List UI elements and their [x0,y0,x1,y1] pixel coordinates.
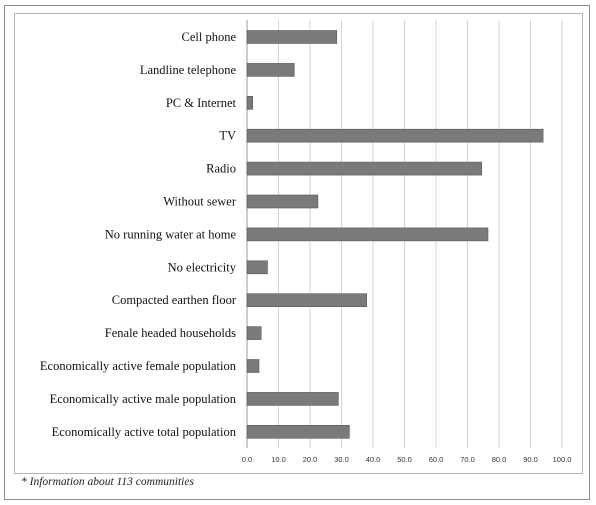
category-label: Economically active male population [50,392,237,406]
category-label: Compacted earthen floor [112,293,237,307]
bar [246,194,319,209]
x-tick-label: 40.0 [366,455,381,464]
x-tick-label: 90.0 [523,455,538,464]
category-label: TV [219,129,236,143]
category-label: No electricity [168,260,237,274]
x-tick-label: 50.0 [397,455,412,464]
category-label: Fenale headed households [105,326,236,340]
category-label: Economically active female population [40,359,237,373]
bar [246,424,350,439]
bar [246,96,253,110]
x-tick-label: 30.0 [334,455,349,464]
x-tick-label: 20.0 [303,455,318,464]
x-tick-label: 10.0 [271,455,286,464]
plot-area [14,13,583,474]
bar [246,63,295,77]
x-tick-label: 100.0 [553,455,572,464]
bar [246,392,339,406]
bar [246,128,544,143]
category-label: Radio [206,162,236,176]
category-label: No running water at home [105,227,237,241]
x-tick-label: 80.0 [492,455,507,464]
x-tick-label: 0.0 [242,455,252,464]
category-label: PC & Internet [166,96,237,110]
figure-frame [4,5,590,500]
bar [246,293,367,308]
bar [246,30,338,44]
x-tick-label: 70.0 [460,455,475,464]
bar [246,227,489,242]
footnote: * Information about 113 communities [21,476,194,488]
bar [246,161,482,176]
bar [246,326,262,340]
x-tick-label: 60.0 [429,455,444,464]
category-label: Landline telephone [140,63,237,77]
bar [246,359,260,373]
category-label: Cell phone [181,30,236,44]
category-label: Without sewer [163,195,237,209]
bar [246,260,268,275]
category-label: Economically active total population [52,425,237,439]
